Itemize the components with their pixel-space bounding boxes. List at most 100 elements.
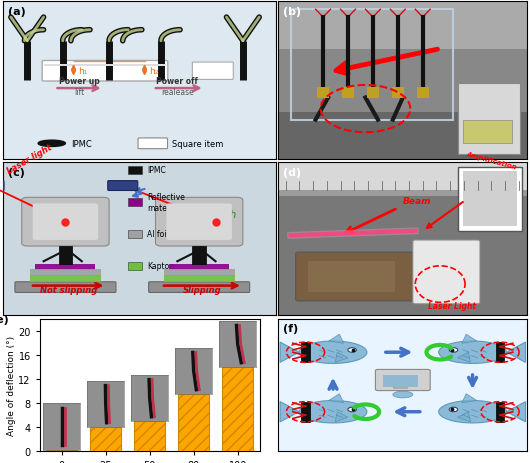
Text: IPMC: IPMC bbox=[147, 166, 166, 175]
Bar bbox=[43, 64, 166, 67]
FancyBboxPatch shape bbox=[42, 61, 168, 82]
Bar bbox=[128, 231, 142, 238]
Polygon shape bbox=[458, 412, 471, 422]
Bar bbox=[164, 276, 235, 282]
Text: (d): (d) bbox=[283, 168, 302, 177]
Text: Beam: Beam bbox=[403, 197, 431, 206]
Polygon shape bbox=[280, 402, 299, 422]
Ellipse shape bbox=[393, 391, 413, 398]
Polygon shape bbox=[507, 402, 525, 422]
Text: IPMC: IPMC bbox=[71, 139, 92, 149]
Ellipse shape bbox=[439, 400, 507, 423]
Ellipse shape bbox=[449, 348, 458, 352]
Ellipse shape bbox=[38, 141, 65, 147]
Bar bbox=[128, 199, 142, 206]
Bar bbox=[463, 172, 517, 227]
Polygon shape bbox=[335, 412, 348, 422]
Bar bbox=[367, 88, 379, 98]
FancyBboxPatch shape bbox=[22, 198, 109, 246]
FancyBboxPatch shape bbox=[138, 138, 167, 150]
Bar bbox=[301, 342, 310, 363]
Bar bbox=[128, 263, 142, 270]
Bar bbox=[290, 10, 453, 120]
Bar bbox=[30, 276, 101, 282]
FancyBboxPatch shape bbox=[15, 282, 116, 293]
Bar bbox=[496, 342, 505, 363]
Bar bbox=[134, 421, 165, 451]
Text: realease: realease bbox=[161, 88, 193, 96]
Bar bbox=[463, 120, 513, 144]
Text: Amplification: Amplification bbox=[465, 150, 517, 170]
Bar bbox=[59, 246, 72, 265]
Text: Reflective
material: Reflective material bbox=[147, 193, 185, 212]
Polygon shape bbox=[507, 342, 525, 363]
Text: Not slipping: Not slipping bbox=[40, 285, 97, 294]
FancyBboxPatch shape bbox=[108, 181, 138, 191]
Text: Power up: Power up bbox=[59, 76, 100, 85]
Bar bbox=[278, 190, 527, 196]
Bar bbox=[278, 2, 527, 50]
Bar bbox=[308, 262, 395, 292]
Bar bbox=[169, 265, 229, 270]
Bar bbox=[457, 84, 520, 155]
Text: (b): (b) bbox=[283, 7, 302, 17]
Text: Square item: Square item bbox=[172, 139, 223, 149]
Text: Power off: Power off bbox=[156, 76, 198, 85]
FancyBboxPatch shape bbox=[296, 253, 413, 301]
Text: Kapton: Kapton bbox=[147, 262, 174, 271]
Bar bbox=[278, 113, 527, 160]
FancyBboxPatch shape bbox=[413, 240, 480, 304]
Ellipse shape bbox=[348, 348, 356, 352]
Polygon shape bbox=[458, 352, 471, 363]
FancyBboxPatch shape bbox=[155, 198, 243, 246]
Y-axis label: Angle of deflection (°): Angle of deflection (°) bbox=[6, 336, 15, 435]
Bar bbox=[90, 427, 121, 451]
Ellipse shape bbox=[449, 407, 458, 412]
Bar bbox=[417, 88, 429, 98]
Text: Al foil: Al foil bbox=[147, 230, 169, 239]
Polygon shape bbox=[462, 394, 477, 403]
Text: (a): (a) bbox=[8, 7, 26, 17]
Text: lift: lift bbox=[74, 88, 84, 96]
Polygon shape bbox=[329, 394, 343, 403]
Bar bbox=[164, 270, 235, 276]
Text: h: h bbox=[229, 210, 235, 219]
Text: Laser Light: Laser Light bbox=[428, 302, 476, 311]
FancyBboxPatch shape bbox=[375, 369, 430, 391]
Polygon shape bbox=[462, 334, 477, 344]
Text: (e): (e) bbox=[0, 314, 9, 324]
Bar bbox=[192, 246, 206, 265]
Bar bbox=[222, 368, 253, 451]
Bar bbox=[178, 394, 209, 451]
Ellipse shape bbox=[299, 400, 367, 423]
Text: Slipping: Slipping bbox=[183, 285, 221, 294]
Bar bbox=[36, 265, 95, 270]
Bar bbox=[496, 402, 505, 422]
Bar bbox=[128, 167, 142, 175]
Polygon shape bbox=[329, 334, 343, 344]
Bar bbox=[46, 450, 77, 451]
FancyBboxPatch shape bbox=[166, 204, 232, 240]
Bar bbox=[457, 168, 523, 232]
Text: h₂: h₂ bbox=[149, 67, 158, 76]
Ellipse shape bbox=[439, 341, 507, 363]
Bar bbox=[392, 88, 404, 98]
FancyBboxPatch shape bbox=[149, 282, 250, 293]
Bar bbox=[30, 270, 101, 276]
Bar bbox=[383, 375, 418, 387]
Bar bbox=[301, 402, 310, 422]
FancyBboxPatch shape bbox=[0, 181, 4, 191]
Ellipse shape bbox=[348, 407, 356, 412]
Text: h₁: h₁ bbox=[78, 67, 87, 76]
Bar bbox=[278, 163, 527, 190]
Text: (f): (f) bbox=[283, 324, 298, 333]
Polygon shape bbox=[335, 352, 348, 363]
Polygon shape bbox=[280, 342, 299, 363]
Bar bbox=[342, 88, 354, 98]
Text: Laser light: Laser light bbox=[5, 143, 54, 175]
Bar bbox=[317, 88, 329, 98]
FancyBboxPatch shape bbox=[33, 204, 98, 240]
Bar bbox=[393, 387, 408, 389]
Ellipse shape bbox=[299, 341, 367, 363]
Text: (c): (c) bbox=[8, 168, 25, 177]
